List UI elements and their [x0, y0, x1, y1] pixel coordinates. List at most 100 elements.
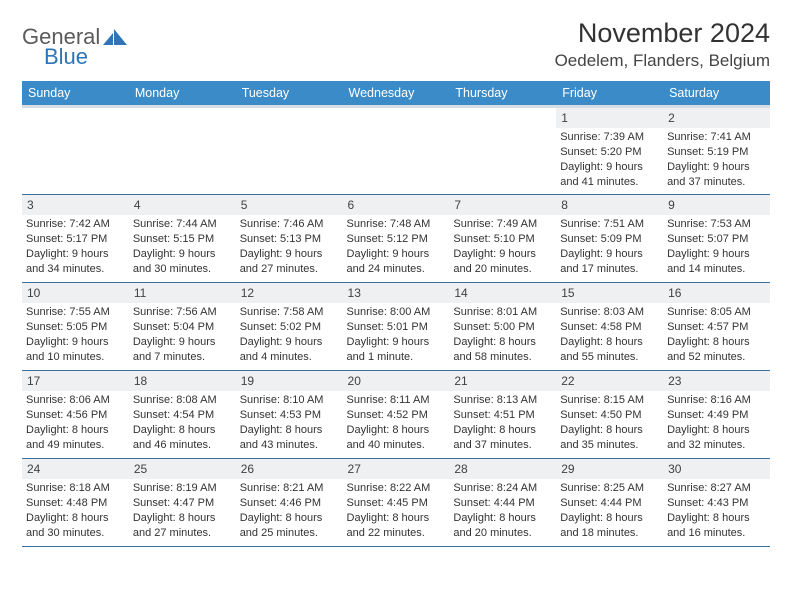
dl1-text: Daylight: 9 hours [133, 247, 232, 262]
dl2-text: and 7 minutes. [133, 350, 232, 365]
dl1-text: Daylight: 8 hours [453, 511, 552, 526]
day-number: 27 [343, 459, 450, 479]
calendar-week-row: 3Sunrise: 7:42 AMSunset: 5:17 PMDaylight… [22, 195, 770, 283]
dl1-text: Daylight: 9 hours [347, 247, 446, 262]
calendar-day-cell: 21Sunrise: 8:13 AMSunset: 4:51 PMDayligh… [449, 371, 556, 459]
calendar-day-cell: 1Sunrise: 7:39 AMSunset: 5:20 PMDaylight… [556, 107, 663, 195]
sunset-text: Sunset: 5:15 PM [133, 232, 232, 247]
sunset-text: Sunset: 5:07 PM [667, 232, 766, 247]
weekday-header: Friday [556, 81, 663, 107]
dl2-text: and 34 minutes. [26, 262, 125, 277]
day-number: 23 [663, 371, 770, 391]
sunrise-text: Sunrise: 8:15 AM [560, 393, 659, 408]
location: Oedelem, Flanders, Belgium [555, 51, 770, 71]
sunrise-text: Sunrise: 8:06 AM [26, 393, 125, 408]
weekday-header: Thursday [449, 81, 556, 107]
dl2-text: and 58 minutes. [453, 350, 552, 365]
sunset-text: Sunset: 4:49 PM [667, 408, 766, 423]
calendar-day-cell: 14Sunrise: 8:01 AMSunset: 5:00 PMDayligh… [449, 283, 556, 371]
sunset-text: Sunset: 4:44 PM [560, 496, 659, 511]
dl1-text: Daylight: 8 hours [667, 335, 766, 350]
dl2-text: and 1 minute. [347, 350, 446, 365]
calendar-day-cell: 22Sunrise: 8:15 AMSunset: 4:50 PMDayligh… [556, 371, 663, 459]
sunset-text: Sunset: 5:01 PM [347, 320, 446, 335]
sunrise-text: Sunrise: 8:10 AM [240, 393, 339, 408]
sunrise-text: Sunrise: 7:42 AM [26, 217, 125, 232]
calendar-body: 1Sunrise: 7:39 AMSunset: 5:20 PMDaylight… [22, 107, 770, 547]
sunset-text: Sunset: 4:45 PM [347, 496, 446, 511]
dl1-text: Daylight: 8 hours [133, 423, 232, 438]
day-number: 8 [556, 195, 663, 215]
calendar-day-cell: 27Sunrise: 8:22 AMSunset: 4:45 PMDayligh… [343, 459, 450, 547]
calendar-day-cell: 19Sunrise: 8:10 AMSunset: 4:53 PMDayligh… [236, 371, 343, 459]
sunrise-text: Sunrise: 8:05 AM [667, 305, 766, 320]
dl2-text: and 27 minutes. [133, 526, 232, 541]
sunrise-text: Sunrise: 8:25 AM [560, 481, 659, 496]
calendar-day-cell: 26Sunrise: 8:21 AMSunset: 4:46 PMDayligh… [236, 459, 343, 547]
calendar-day-cell: 9Sunrise: 7:53 AMSunset: 5:07 PMDaylight… [663, 195, 770, 283]
weekday-header: Sunday [22, 81, 129, 107]
dl2-text: and 14 minutes. [667, 262, 766, 277]
calendar-day-cell: 17Sunrise: 8:06 AMSunset: 4:56 PMDayligh… [22, 371, 129, 459]
sunset-text: Sunset: 5:12 PM [347, 232, 446, 247]
sunrise-text: Sunrise: 8:11 AM [347, 393, 446, 408]
calendar-day-cell [236, 107, 343, 195]
sunrise-text: Sunrise: 8:16 AM [667, 393, 766, 408]
calendar-day-cell [449, 107, 556, 195]
dl2-text: and 20 minutes. [453, 526, 552, 541]
day-number: 5 [236, 195, 343, 215]
day-number: 16 [663, 283, 770, 303]
calendar-day-cell [343, 107, 450, 195]
dl2-text: and 37 minutes. [667, 175, 766, 190]
sunrise-text: Sunrise: 8:03 AM [560, 305, 659, 320]
sunset-text: Sunset: 4:46 PM [240, 496, 339, 511]
dl1-text: Daylight: 9 hours [240, 335, 339, 350]
day-number: 11 [129, 283, 236, 303]
sunset-text: Sunset: 5:05 PM [26, 320, 125, 335]
day-number: 2 [663, 108, 770, 128]
dl2-text: and 55 minutes. [560, 350, 659, 365]
calendar-day-cell: 11Sunrise: 7:56 AMSunset: 5:04 PMDayligh… [129, 283, 236, 371]
day-number: 10 [22, 283, 129, 303]
calendar-day-cell: 29Sunrise: 8:25 AMSunset: 4:44 PMDayligh… [556, 459, 663, 547]
dl2-text: and 41 minutes. [560, 175, 659, 190]
dl2-text: and 37 minutes. [453, 438, 552, 453]
day-number: 25 [129, 459, 236, 479]
sunrise-text: Sunrise: 8:08 AM [133, 393, 232, 408]
sunrise-text: Sunrise: 7:53 AM [667, 217, 766, 232]
calendar-day-cell: 16Sunrise: 8:05 AMSunset: 4:57 PMDayligh… [663, 283, 770, 371]
dl1-text: Daylight: 9 hours [26, 335, 125, 350]
dl1-text: Daylight: 8 hours [560, 335, 659, 350]
calendar-day-cell: 2Sunrise: 7:41 AMSunset: 5:19 PMDaylight… [663, 107, 770, 195]
sunset-text: Sunset: 5:10 PM [453, 232, 552, 247]
dl2-text: and 27 minutes. [240, 262, 339, 277]
dl2-text: and 24 minutes. [347, 262, 446, 277]
dl2-text: and 46 minutes. [133, 438, 232, 453]
sunrise-text: Sunrise: 7:44 AM [133, 217, 232, 232]
header: General November 2024 Oedelem, Flanders,… [22, 18, 770, 71]
dl1-text: Daylight: 8 hours [560, 511, 659, 526]
dl1-text: Daylight: 8 hours [133, 511, 232, 526]
day-number: 12 [236, 283, 343, 303]
sunset-text: Sunset: 4:54 PM [133, 408, 232, 423]
day-number: 30 [663, 459, 770, 479]
dl1-text: Daylight: 9 hours [240, 247, 339, 262]
day-number: 9 [663, 195, 770, 215]
calendar-day-cell: 13Sunrise: 8:00 AMSunset: 5:01 PMDayligh… [343, 283, 450, 371]
dl2-text: and 20 minutes. [453, 262, 552, 277]
dl1-text: Daylight: 9 hours [560, 160, 659, 175]
logo-icon [103, 27, 129, 47]
weekday-header: Tuesday [236, 81, 343, 107]
weekday-header: Monday [129, 81, 236, 107]
day-number: 22 [556, 371, 663, 391]
dl1-text: Daylight: 8 hours [347, 423, 446, 438]
day-number: 15 [556, 283, 663, 303]
title-block: November 2024 Oedelem, Flanders, Belgium [555, 18, 770, 71]
sunset-text: Sunset: 4:44 PM [453, 496, 552, 511]
calendar-day-cell: 5Sunrise: 7:46 AMSunset: 5:13 PMDaylight… [236, 195, 343, 283]
day-number: 6 [343, 195, 450, 215]
dl1-text: Daylight: 8 hours [667, 423, 766, 438]
dl2-text: and 30 minutes. [133, 262, 232, 277]
sunrise-text: Sunrise: 7:49 AM [453, 217, 552, 232]
sunrise-text: Sunrise: 8:24 AM [453, 481, 552, 496]
